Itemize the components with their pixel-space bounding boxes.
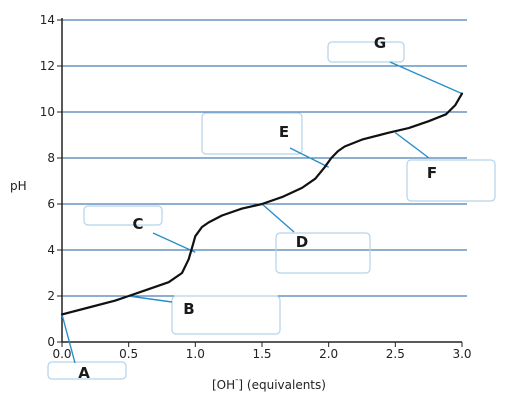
x-axis-title: [OH-] (equivalents) [212, 375, 326, 392]
x-axis-title-prefix: [OH [212, 378, 235, 392]
point-label-e: E [279, 123, 289, 141]
label-box-b [171, 295, 281, 335]
x-axis-title-superscript: - [235, 375, 238, 385]
leader-f [394, 132, 430, 159]
point-label-f: F [427, 164, 437, 182]
tick-labels: 0 2 4 6 8 10 12 14 0.0 0.5 1.0 1.5 2.0 2.5 3.0 [40, 13, 472, 361]
label-box-d [275, 232, 371, 274]
x-tick-label-4: 2.0 [319, 347, 338, 361]
y-tick-label-6: 6 [47, 197, 55, 211]
leader-c [152, 232, 196, 253]
label-box-g [327, 41, 405, 63]
titration-curve [60, 92, 464, 316]
point-label-a: A [78, 364, 90, 382]
x-tick-label-1: 0.5 [119, 347, 138, 361]
grid-lines [62, 19, 467, 297]
leader-e [289, 147, 329, 168]
x-tick-label-0: 0.0 [52, 347, 71, 361]
y-tick-label-4: 4 [47, 243, 55, 257]
leader-b [128, 295, 173, 303]
y-axis-title: pH [10, 179, 27, 193]
label-box-f [406, 159, 496, 202]
point-label-b: B [183, 300, 194, 318]
y-tick-label-8: 8 [47, 151, 55, 165]
y-tick-label-2: 2 [47, 289, 55, 303]
point-label-d: D [296, 233, 308, 251]
y-tick-label-10: 10 [40, 105, 55, 119]
point-label-c: C [132, 215, 143, 233]
point-label-g: G [374, 34, 386, 52]
y-tick-label-14: 14 [40, 13, 55, 27]
tick-marks [57, 19, 463, 347]
x-tick-label-2: 1.0 [186, 347, 205, 361]
leader-a [61, 314, 76, 364]
leader-lines [61, 61, 463, 364]
x-tick-label-3: 1.5 [252, 347, 271, 361]
label-box-e [201, 112, 303, 155]
y-tick-label-0: 0 [47, 335, 55, 349]
x-tick-label-6: 3.0 [452, 347, 471, 361]
x-axis-title-suffix: ] (equivalents) [238, 378, 326, 392]
leader-g [389, 61, 463, 95]
label-box-a [47, 361, 127, 380]
x-tick-label-5: 2.5 [386, 347, 405, 361]
y-tick-label-12: 12 [40, 59, 55, 73]
point-labels: A B C D E F G [78, 34, 437, 382]
leader-d [261, 203, 295, 233]
label-box-c [83, 205, 163, 226]
empty-label-boxes [47, 41, 496, 380]
